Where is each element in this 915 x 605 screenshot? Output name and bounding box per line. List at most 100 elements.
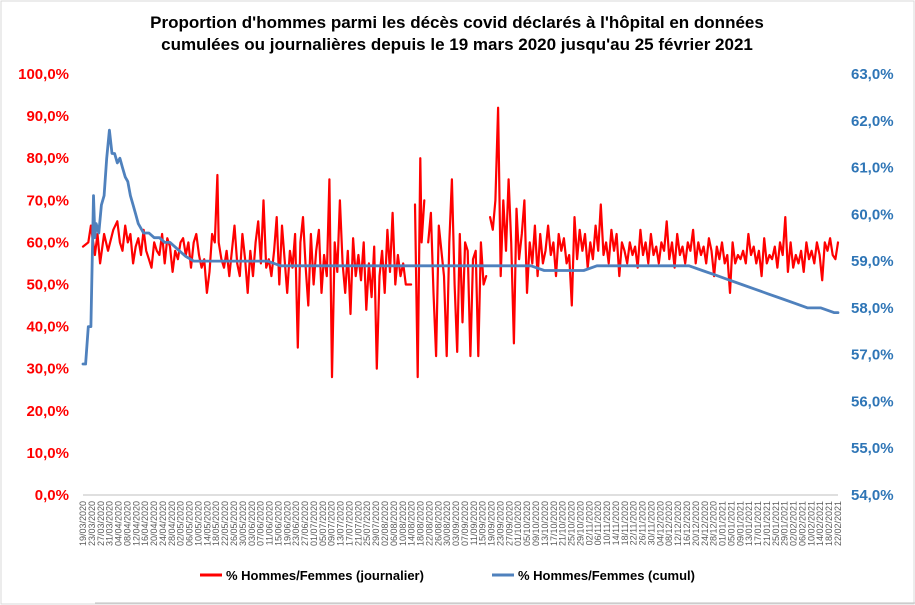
x-tick-label: 05/07/2020: [318, 501, 328, 546]
x-tick-label: 11/06/2020: [265, 501, 275, 545]
y-left-tick-label: 100,0%: [18, 66, 69, 83]
x-tick-label: 06/08/2020: [389, 501, 399, 546]
x-tick-label: 10/02/2021: [806, 501, 816, 546]
y-left-tick-label: 70,0%: [26, 192, 69, 209]
x-tick-label: 14/02/2021: [815, 501, 825, 546]
x-tick-label: 14/08/2020: [407, 501, 417, 546]
y-axis-left: 0,0% 10,0% 20,0% 30,0% 40,0% 50,0% 60,0% 70,0% 8…: [18, 66, 69, 504]
x-tick-label: 08/12/2020: [664, 501, 674, 546]
y-left-tick-label: 90,0%: [26, 108, 69, 125]
x-tick-label: 21/07/2020: [353, 501, 363, 546]
x-tick-label: 06/05/2020: [185, 501, 195, 546]
x-tick-label: 30/11/2020: [646, 501, 656, 545]
x-tick-label: 31/03/2020: [105, 501, 115, 546]
x-tick-label: 04/04/2020: [114, 501, 124, 546]
x-tick-label: 13/01/2021: [744, 501, 754, 546]
x-tick-label: 20/04/2020: [149, 501, 159, 546]
x-tick-label: 20/12/2020: [691, 501, 701, 546]
y-left-tick-label: 50,0%: [26, 277, 69, 294]
x-tick-label: 19/09/2020: [487, 501, 497, 546]
x-tick-label: 22/02/2021: [833, 501, 843, 546]
x-tick-label: 18/05/2020: [211, 501, 221, 546]
legend-label-daily: % Hommes/Femmes (journalier): [226, 568, 424, 583]
y-right-tick-label: 54,0%: [851, 487, 894, 504]
y-left-tick-label: 80,0%: [26, 150, 69, 167]
x-tick-label: 13/07/2020: [336, 501, 346, 546]
x-tick-label: 01/07/2020: [309, 501, 319, 546]
y-left-tick-label: 10,0%: [26, 445, 69, 462]
x-tick-label: 23/06/2020: [291, 501, 301, 546]
x-tick-label: 29/01/2021: [780, 501, 790, 546]
x-tick-label: 19/03/2020: [78, 501, 88, 546]
y-right-tick-label: 63,0%: [851, 66, 894, 83]
x-tick-label: 27/03/2020: [96, 501, 106, 546]
x-tick-label: 09/07/2020: [327, 501, 337, 546]
x-tick-label: 27/09/2020: [504, 501, 514, 546]
x-tick-label: 16/04/2020: [140, 501, 150, 546]
x-tick-label: 02/05/2020: [176, 501, 186, 546]
x-tick-label: 30/05/2020: [238, 501, 248, 546]
x-tick-label: 09/01/2021: [735, 501, 745, 546]
y-right-tick-label: 59,0%: [851, 253, 894, 270]
x-tick-label: 15/06/2020: [273, 501, 283, 546]
x-tick-label: 17/07/2020: [344, 501, 354, 546]
y-right-tick-label: 62,0%: [851, 113, 894, 130]
chart-title-line-2: cumulées ou journalières depuis le 19 ma…: [161, 35, 753, 54]
x-tick-label: 18/02/2021: [824, 501, 834, 546]
x-tick-label: 26/05/2020: [229, 501, 239, 546]
x-tick-label: 14/11/2020: [611, 501, 621, 545]
x-tick-label: 12/12/2020: [673, 501, 683, 546]
x-tick-label: 01/10/2020: [513, 501, 523, 546]
series-layer: [81, 106, 840, 379]
x-tick-label: 02/02/2021: [789, 501, 799, 546]
x-tick-label: 25/01/2021: [771, 501, 781, 546]
x-tick-label: 30/08/2020: [442, 501, 452, 546]
x-tick-label: 25/10/2020: [567, 501, 577, 546]
x-tick-label: 02/08/2020: [380, 501, 390, 546]
x-tick-label: 07/09/2020: [460, 501, 470, 546]
x-tick-label: 01/01/2021: [718, 501, 728, 546]
x-tick-label: 11/09/2020: [469, 501, 479, 545]
x-tick-label: 25/07/2020: [362, 501, 372, 546]
x-tick-label: 19/06/2020: [282, 501, 292, 546]
x-tick-label: 28/04/2020: [167, 501, 177, 546]
x-tick-label: 12/04/2020: [131, 501, 141, 546]
x-tick-label: 24/04/2020: [158, 501, 168, 546]
x-tick-label: 10/11/2020: [602, 501, 612, 545]
x-tick-label: 28/12/2020: [709, 501, 719, 546]
x-tick-label: 21/01/2021: [762, 501, 772, 546]
x-tick-label: 22/05/2020: [220, 501, 230, 546]
legend-label-cumulative: % Hommes/Femmes (cumul): [518, 568, 695, 583]
x-tick-label: 02/11/2020: [584, 501, 594, 545]
x-tick-label: 26/08/2020: [433, 501, 443, 546]
y-right-tick-label: 61,0%: [851, 160, 894, 177]
y-right-tick-label: 60,0%: [851, 206, 894, 223]
y-axis-right: 54,0% 55,0% 56,0% 57,0% 58,0% 59,0% 60,0% 61,0%…: [851, 66, 894, 504]
y-right-tick-label: 55,0%: [851, 440, 894, 457]
x-tick-label: 04/12/2020: [655, 501, 665, 546]
y-right-tick-label: 57,0%: [851, 347, 894, 364]
x-tick-label: 18/11/2020: [620, 501, 630, 545]
x-tick-label: 23/09/2020: [495, 501, 505, 546]
x-tick-label: 07/06/2020: [256, 501, 266, 546]
series-line-daily: [81, 106, 840, 379]
x-tick-label: 03/09/2020: [451, 501, 461, 546]
x-tick-label: 05/01/2021: [726, 501, 736, 546]
x-tick-label: 08/04/2020: [122, 501, 132, 546]
x-tick-label: 09/10/2020: [531, 501, 541, 546]
y-left-tick-label: 40,0%: [26, 319, 69, 336]
series-line-cumulative: [81, 128, 840, 366]
x-tick-label: 17/01/2021: [753, 501, 763, 546]
x-tick-label: 18/08/2020: [416, 501, 426, 546]
x-tick-label: 05/10/2020: [522, 501, 532, 546]
y-right-tick-label: 58,0%: [851, 300, 894, 317]
x-tick-label: 26/11/2020: [638, 501, 648, 545]
chart-title-line-1: Proportion d'hommes parmi les décès covi…: [150, 13, 764, 32]
y-right-tick-label: 56,0%: [851, 393, 894, 410]
y-left-tick-label: 60,0%: [26, 234, 69, 251]
x-tick-label: 06/02/2021: [797, 501, 807, 546]
legend: % Hommes/Femmes (journalier) % Hommes/Fe…: [200, 568, 695, 583]
x-tick-label: 06/11/2020: [593, 501, 603, 545]
y-left-tick-label: 20,0%: [26, 403, 69, 420]
